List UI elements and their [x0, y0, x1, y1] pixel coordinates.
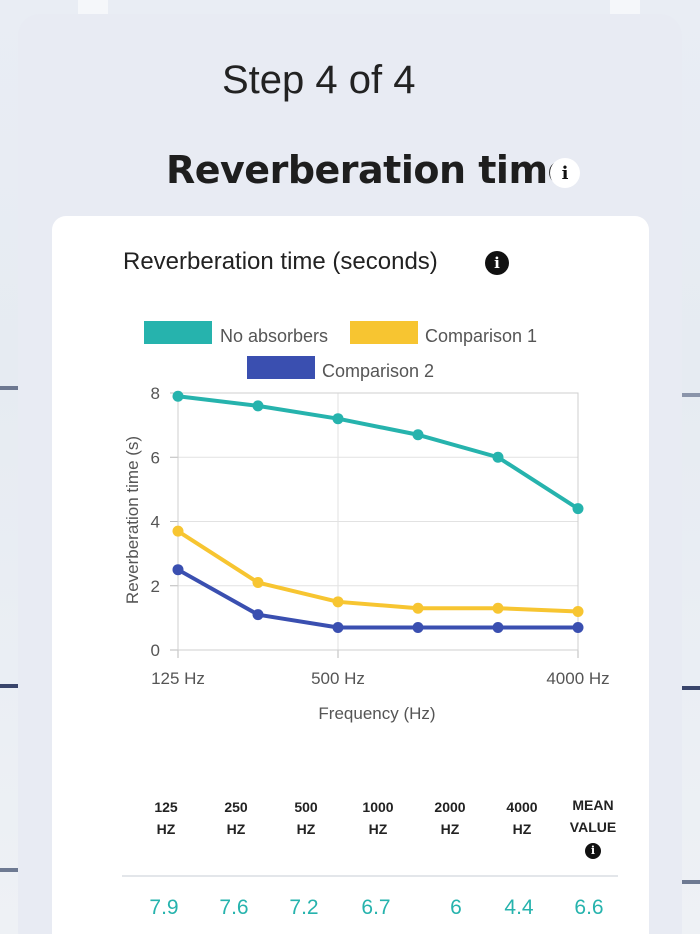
data-point — [492, 451, 504, 463]
data-point — [412, 602, 424, 614]
legend-label: Comparison 2 — [322, 361, 434, 381]
y-axis-label: Reverberation time (s) — [123, 436, 142, 604]
value-mean: 6.6 — [574, 896, 604, 919]
table-header-mean-value: MEAN VALUE i — [569, 797, 617, 859]
data-point — [412, 429, 424, 441]
data-point — [252, 609, 264, 621]
info-icon[interactable]: i — [550, 158, 580, 188]
data-point — [252, 577, 264, 589]
data-point — [172, 390, 184, 402]
chart-series — [172, 390, 584, 634]
step-indicator: Step 4 of 4 — [222, 58, 416, 102]
y-tick-label: 0 — [151, 641, 160, 660]
series-line-no-absorbers — [177, 394, 580, 511]
y-tick-label: 4 — [151, 513, 160, 532]
table-header-125hz: 125 HZ — [154, 799, 178, 837]
data-point — [572, 622, 584, 634]
value-4000hz: 4.4 — [504, 896, 534, 919]
table-header-4000hz: 4000 HZ — [506, 799, 538, 837]
data-point — [412, 622, 424, 634]
chart-axes: 0 2 4 6 8 125 Hz 500 Hz 4000 Hz — [151, 384, 610, 688]
x-tick-label: 125 Hz — [151, 669, 205, 688]
data-point — [172, 525, 184, 537]
data-point — [572, 605, 584, 617]
value-250hz: 7.6 — [219, 896, 249, 919]
y-tick-label: 2 — [151, 577, 160, 596]
legend-label: Comparison 1 — [425, 326, 537, 346]
table-header-1000hz: 1000 HZ — [362, 799, 394, 837]
data-point — [332, 596, 344, 608]
value-1000hz: 6.7 — [361, 896, 391, 919]
data-point — [172, 564, 184, 576]
value-2000hz: 6 — [450, 896, 462, 919]
table-divider — [122, 875, 618, 877]
plot-frame — [177, 392, 579, 651]
table-header-250hz: 250 HZ — [224, 799, 248, 837]
legend-swatch — [247, 356, 315, 379]
data-point — [252, 400, 264, 412]
mean-info-icon[interactable]: i — [585, 843, 601, 859]
chart-grid — [177, 392, 579, 651]
data-point — [492, 622, 504, 634]
chart-title: Reverberation time (seconds) — [123, 248, 438, 275]
value-125hz: 7.9 — [149, 896, 179, 919]
data-point — [332, 413, 344, 425]
x-tick-label: 500 Hz — [311, 669, 365, 688]
table-header-500hz: 500 HZ — [294, 799, 318, 837]
x-tick-label: 4000 Hz — [546, 669, 609, 688]
legend-label: No absorbers — [220, 326, 328, 346]
legend-swatch — [350, 321, 418, 344]
series-line-comparison-1 — [176, 529, 579, 614]
data-point — [572, 503, 584, 515]
table-header-2000hz: 2000 HZ — [434, 799, 466, 837]
y-tick-label: 6 — [151, 448, 160, 467]
value-500hz: 7.2 — [289, 896, 319, 919]
data-point — [492, 602, 504, 614]
legend-swatch — [144, 321, 212, 344]
series-line-comparison-2 — [177, 567, 578, 630]
chart-legend: No absorbers Comparison 1 Comparison 2 — [144, 321, 537, 381]
y-tick-label: 8 — [151, 384, 160, 403]
x-axis-label: Frequency (Hz) — [318, 704, 435, 723]
data-point — [332, 622, 344, 634]
chart-info-icon[interactable]: i — [485, 251, 509, 275]
page-title: Reverberation time — [166, 148, 573, 192]
